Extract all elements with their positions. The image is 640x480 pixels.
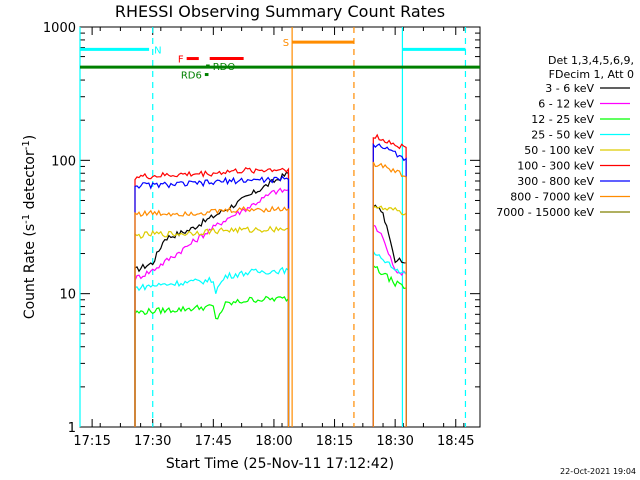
series-line (372, 161, 407, 427)
series-line (134, 266, 290, 427)
y-axis-label: Count Rate (s-1 detector-1) (21, 135, 38, 319)
legend-entry-label: 50 - 100 keV (524, 144, 594, 157)
y-tick-label: 10 (59, 288, 76, 303)
series-line (372, 224, 407, 427)
legend-entry-label: 300 - 800 keV (517, 175, 594, 188)
flag-label: S (283, 38, 289, 49)
legend-entry-label: 3 - 6 keV (545, 82, 594, 95)
series-line (134, 171, 290, 427)
series-line (134, 295, 290, 427)
x-tick-label: 18:30 (376, 434, 413, 449)
legend-header: Det 1,3,4,5,6,9, (548, 54, 634, 67)
y-label-part: detector (22, 150, 38, 214)
x-tick-label: 18:00 (255, 434, 292, 449)
y-label-part: ) (22, 135, 38, 140)
legend-entry-label: 100 - 300 keV (517, 160, 594, 173)
y-label-sup: -1 (21, 140, 32, 150)
flag-label: N (154, 45, 161, 56)
series-line (134, 167, 290, 427)
x-tick-label: 17:30 (134, 434, 171, 449)
legend-entry-label: 800 - 7000 keV (510, 191, 594, 204)
legend-entry-label: 6 - 12 keV (538, 98, 594, 111)
flag-label: F (178, 55, 184, 66)
series-line (372, 133, 407, 427)
series-line (134, 175, 290, 427)
series-line (372, 264, 407, 427)
series-line (134, 225, 290, 427)
x-axis-label: Start Time (25-Nov-11 17:12:42) (166, 456, 394, 472)
flag-label: RD6 (181, 71, 202, 82)
legend: Det 1,3,4,5,6,9,FDecim 1, Att 03 - 6 keV… (496, 54, 634, 219)
y-tick-label: 1000 (43, 21, 76, 36)
flag-bars (80, 40, 480, 77)
series-line (372, 204, 407, 427)
flag-labels: N F S RDO RD6 (154, 38, 289, 81)
interval-markers (79, 27, 467, 427)
footer-date: 22-Oct-2021 19:04 (560, 467, 636, 476)
legend-entry-label: 25 - 50 keV (531, 129, 594, 142)
series-line (134, 205, 290, 427)
series-line (372, 249, 407, 427)
x-tick-label: 18:15 (316, 434, 353, 449)
y-label-part: Count Rate (s (22, 224, 38, 319)
chart-title: RHESSI Observing Summary Count Rates (115, 2, 445, 21)
plot-frame (79, 26, 481, 428)
legend-header: FDecim 1, Att 0 (549, 68, 634, 81)
legend-entry-label: 12 - 25 keV (531, 113, 594, 126)
x-tick-label: 18:45 (437, 434, 474, 449)
y-tick-label: 1 (68, 421, 76, 436)
axis-ticks: 17:15 17:30 17:45 18:00 18:15 18:30 18:45 1 10 10… (43, 21, 480, 449)
series-line (372, 142, 407, 427)
x-tick-label: 17:15 (73, 434, 110, 449)
x-tick-label: 17:45 (195, 434, 232, 449)
series-line (372, 205, 407, 427)
flag-label: RDO (213, 62, 236, 73)
y-tick-label: 100 (51, 154, 76, 169)
legend-entry-label: 7000 - 15000 keV (496, 206, 594, 219)
series-group (134, 133, 407, 427)
y-label-sup: -1 (21, 214, 32, 224)
